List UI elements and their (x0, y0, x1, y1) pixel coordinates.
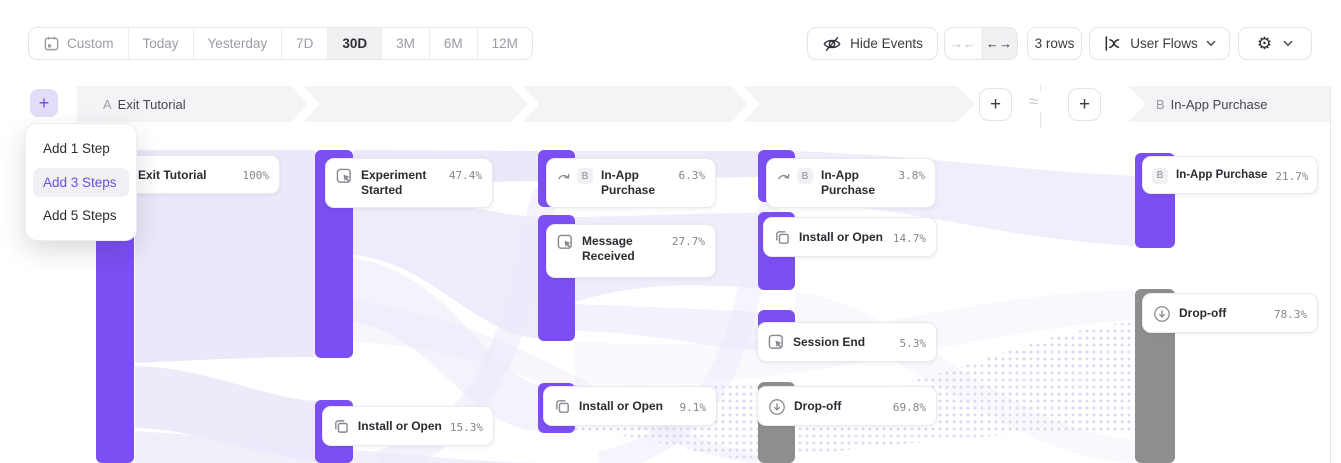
expand-icon: ←→ (986, 36, 1012, 51)
step-separator-chevron (292, 86, 318, 122)
jump-arrow-icon (778, 174, 790, 180)
date-range-12m[interactable]: 12M (491, 36, 518, 51)
flow-node-experiment-started[interactable]: Experiment Started 47.4% (325, 158, 493, 208)
step-band-section-b: B In-App Purchase (1128, 86, 1330, 122)
install-or-open-icon (776, 231, 789, 244)
eye-off-icon (823, 36, 841, 51)
node-value: 6.3% (678, 169, 706, 182)
node-label: Drop-off (794, 399, 842, 413)
menu-item-add-3-steps[interactable]: Add 3 Steps (33, 167, 129, 197)
install-or-open-icon (335, 420, 348, 433)
node-label: Session End (793, 335, 866, 349)
user-flows-icon (1105, 36, 1120, 51)
section-a-header: A Exit Tutorial (103, 97, 186, 112)
date-range-6m[interactable]: 6M (430, 28, 478, 59)
step-separator-chevron (732, 86, 758, 122)
jump-arrow-icon (558, 174, 570, 180)
section-b-header: B In-App Purchase (1156, 97, 1268, 112)
click-event-icon (557, 234, 572, 249)
rows-label: 3 rows (1034, 36, 1075, 51)
chart-type-dropdown[interactable]: User Flows (1089, 27, 1230, 60)
date-range-yesterday[interactable]: Yesterday (194, 28, 283, 59)
node-value: 14.7% (892, 231, 926, 245)
node-label: Message Received (582, 234, 635, 263)
panel-right-border (1330, 86, 1331, 463)
node-label: Drop-off (1179, 306, 1227, 320)
add-step-before-b-button[interactable]: + (1068, 88, 1101, 121)
chevron-down-icon (1283, 40, 1293, 47)
date-range-custom[interactable]: Custom (29, 28, 129, 59)
step-separator-chevron (512, 86, 538, 122)
node-label: Install or Open (579, 399, 664, 413)
add-step-menu: Add 1 Step Add 3 Steps Add 5 Steps (25, 123, 137, 241)
date-range-3m[interactable]: 3M (382, 28, 430, 59)
flow-node-drop-off-step4[interactable]: Drop-off 69.8% (757, 386, 937, 426)
collapse-columns-button[interactable]: →← (945, 28, 981, 59)
node-label: Install or Open (357, 419, 442, 433)
node-value: 9.1% (679, 400, 707, 414)
section-b-badge: B (797, 168, 813, 184)
collapse-icon: →← (950, 36, 976, 51)
section-b-badge: B (577, 168, 593, 184)
click-event-icon (336, 168, 351, 183)
node-label: Exit Tutorial (138, 167, 207, 182)
node-value: 5.3% (899, 336, 927, 350)
settings-dropdown[interactable]: ⚙ (1238, 27, 1312, 60)
section-a-badge: A (103, 96, 112, 112)
flow-node-session-end[interactable]: Session End 5.3% (757, 322, 937, 362)
menu-item-add-5-steps[interactable]: Add 5 Steps (43, 208, 117, 223)
add-step-after-a-button[interactable]: + (979, 88, 1012, 121)
node-value: 69.8% (892, 400, 926, 414)
date-range-selector: Custom Today Yesterday 7D 30D 3M 6M 12M (28, 27, 533, 60)
node-value: 47.4% (448, 169, 482, 182)
section-a-label: Exit Tutorial (117, 96, 186, 112)
node-label: In-App Purchase (1176, 169, 1268, 181)
node-value: 21.7% (1275, 169, 1309, 183)
date-range-7d[interactable]: 7D (282, 28, 329, 59)
flow-node-in-app-purchase-step3[interactable]: B In-App Purchase 6.3% (546, 158, 716, 208)
menu-item-add-1-step[interactable]: Add 1 Step (43, 141, 110, 156)
flow-node-in-app-purchase-step4[interactable]: B In-App Purchase 3.8% (766, 158, 936, 208)
flow-node-install-or-open-step2[interactable]: Install or Open 15.3% (322, 406, 494, 446)
node-label: In-App Purchase (821, 168, 876, 197)
chart-type-label: User Flows (1130, 36, 1198, 51)
node-value: 100% (242, 169, 270, 182)
node-value: 27.7% (671, 235, 705, 248)
flow-node-install-or-open-step4[interactable]: Install or Open 14.7% (763, 217, 937, 257)
node-value: 3.8% (898, 169, 926, 182)
expand-columns-button[interactable]: ←→ (981, 28, 1017, 59)
flow-node-install-or-open-step3[interactable]: Install or Open 9.1% (543, 386, 717, 426)
click-event-icon (768, 334, 783, 349)
add-step-button[interactable]: + (30, 89, 58, 117)
rows-button[interactable]: 3 rows (1027, 27, 1082, 60)
date-range-label: Custom (67, 36, 114, 51)
node-label: In-App Purchase (601, 168, 656, 197)
section-b-badge: B (1152, 167, 1168, 184)
node-value: 15.3% (449, 420, 483, 434)
column-width-toggle: →← ←→ (944, 27, 1018, 60)
section-b-badge: B (1156, 96, 1165, 112)
date-range-30d[interactable]: 30D (328, 28, 383, 59)
flow-node-drop-off-b[interactable]: Drop-off 78.3% (1142, 293, 1318, 333)
section-b-label: In-App Purchase (1170, 96, 1268, 112)
drop-off-icon (769, 398, 785, 415)
hide-events-label: Hide Events (850, 36, 923, 51)
date-range-today[interactable]: Today (129, 28, 194, 59)
node-value: 78.3% (1273, 307, 1307, 321)
approx-gap-symbol: ≈ (1026, 92, 1042, 112)
flow-node-message-received[interactable]: Message Received 27.7% (546, 224, 716, 278)
calendar-icon (44, 36, 59, 51)
hide-events-button[interactable]: Hide Events (807, 27, 938, 60)
drop-off-icon (1154, 305, 1170, 322)
install-or-open-icon (556, 400, 569, 413)
flow-node-in-app-purchase-b[interactable]: B In-App Purchase 21.7% (1142, 156, 1318, 194)
node-label: Install or Open (799, 230, 884, 244)
chevron-down-icon (1206, 40, 1216, 47)
gear-icon: ⚙ (1256, 34, 1273, 53)
node-label: Experiment Started (361, 168, 427, 197)
